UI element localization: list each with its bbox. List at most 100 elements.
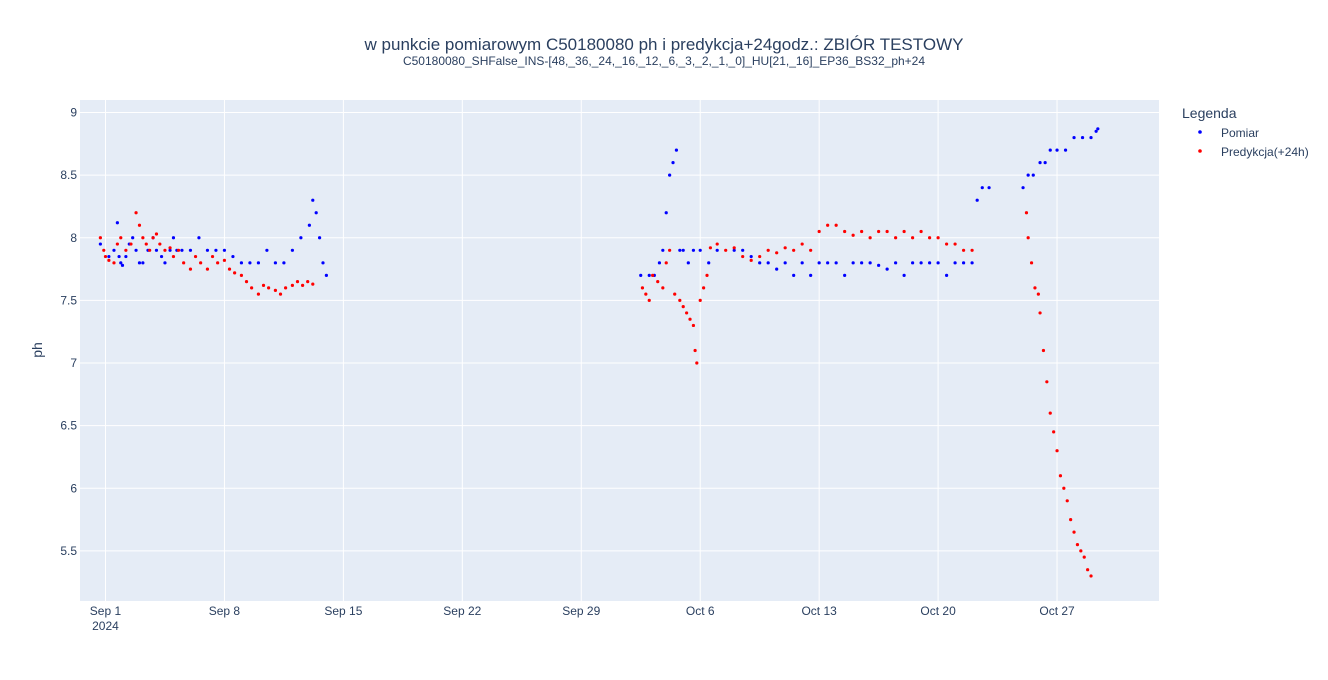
data-point (664, 211, 668, 215)
data-point (705, 273, 709, 277)
data-point (214, 248, 218, 252)
data-point (1062, 486, 1066, 490)
data-point (661, 286, 665, 290)
data-point (741, 248, 745, 252)
data-point (1094, 129, 1098, 133)
data-point (902, 229, 906, 234)
data-point (674, 148, 679, 152)
data-point (148, 248, 152, 252)
data-point (171, 236, 176, 240)
x-tick-year-label: 2024 (92, 619, 119, 633)
data-point (193, 254, 198, 259)
data-point (817, 261, 821, 265)
data-point (216, 261, 220, 265)
legend-marker-pomiar (1198, 130, 1202, 134)
data-point (134, 211, 138, 215)
data-point (749, 254, 753, 259)
data-point (945, 242, 949, 246)
data-point (685, 311, 689, 315)
data-point (1024, 211, 1029, 215)
data-point (928, 236, 932, 240)
data-point (151, 236, 155, 240)
data-point (639, 273, 643, 277)
data-point (724, 248, 728, 252)
data-point (775, 251, 779, 255)
y-tick-label: 7.5 (60, 293, 77, 307)
data-point (1058, 474, 1063, 478)
data-point (671, 161, 675, 165)
data-point (1026, 173, 1030, 177)
data-point (278, 292, 283, 296)
data-point (163, 261, 167, 265)
data-point (783, 246, 787, 250)
data-point (154, 232, 159, 236)
data-point (647, 273, 651, 277)
data-point (851, 233, 855, 237)
data-point (708, 246, 713, 250)
data-point (248, 261, 252, 265)
data-point (282, 261, 286, 265)
data-point (239, 273, 244, 277)
data-point (267, 286, 271, 290)
data-point (843, 273, 847, 277)
legend-item-predykcja[interactable]: Predykcja(+24h) (1198, 145, 1309, 159)
data-point (800, 261, 804, 265)
data-point (678, 298, 682, 302)
data-point (693, 348, 697, 353)
data-point (843, 229, 847, 234)
data-point (301, 283, 305, 287)
data-point (695, 361, 699, 365)
data-point (98, 236, 102, 240)
data-point (647, 298, 651, 302)
data-point (980, 186, 984, 190)
data-point (894, 261, 898, 265)
y-tick-label: 9 (70, 106, 77, 120)
data-point (324, 273, 328, 277)
data-point (800, 242, 804, 246)
data-point (137, 223, 142, 227)
data-point (222, 258, 227, 262)
data-point (851, 261, 855, 265)
data-point (1045, 380, 1049, 384)
data-point (766, 248, 770, 252)
data-point (809, 273, 813, 277)
data-point (182, 261, 186, 265)
data-point (911, 261, 915, 265)
data-point (107, 254, 111, 259)
data-point (766, 261, 770, 265)
data-point (809, 248, 813, 252)
data-point (199, 261, 203, 265)
data-point (668, 248, 672, 252)
y-axis-title: ph (29, 342, 45, 358)
legend-label-pomiar: Pomiar (1221, 126, 1259, 140)
data-point (1063, 148, 1068, 152)
data-point (758, 254, 762, 259)
data-point (180, 248, 184, 252)
data-point (749, 258, 753, 262)
data-point (112, 248, 116, 252)
data-point (953, 261, 957, 265)
data-point (651, 273, 655, 277)
data-point (975, 198, 979, 202)
x-tick-label: Sep 15 (324, 604, 362, 618)
data-point (1021, 186, 1025, 190)
data-point (702, 286, 706, 290)
data-point (120, 263, 125, 267)
data-point (131, 236, 135, 240)
data-point (265, 248, 269, 252)
data-point (307, 223, 311, 227)
grid-layer (80, 100, 1159, 601)
data-point (877, 263, 881, 267)
data-point (681, 248, 685, 252)
data-point (860, 261, 864, 265)
data-point (134, 248, 138, 252)
data-point (98, 242, 102, 246)
series-0 (98, 127, 1100, 277)
data-point (885, 229, 889, 234)
data-point (691, 323, 696, 328)
data-point (688, 317, 692, 321)
data-point (119, 236, 123, 240)
data-point (290, 283, 294, 287)
data-point (205, 248, 210, 252)
legend-item-pomiar[interactable]: Pomiar (1198, 126, 1259, 140)
